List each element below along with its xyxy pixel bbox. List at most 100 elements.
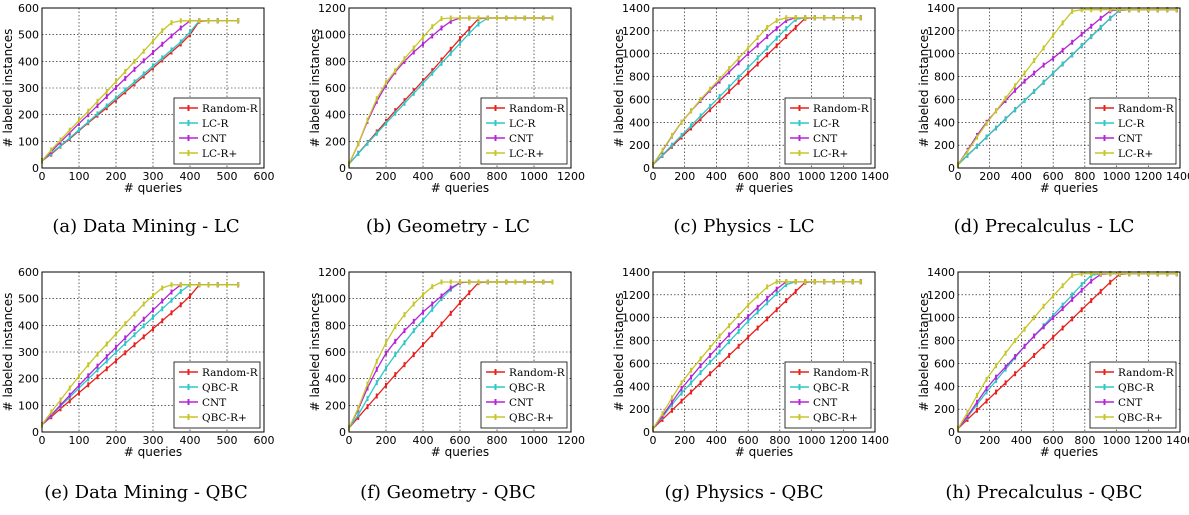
x-axis-label: # queries: [735, 181, 793, 195]
legend: Random-R QBC-R CNT QBC-R+: [1089, 361, 1177, 429]
legend-label: LC-R+: [813, 148, 848, 160]
x-tick-label: 1400: [861, 434, 889, 447]
subfigure-caption: (a) Data Mining - LC: [52, 216, 240, 237]
x-tick-label: 1200: [829, 170, 857, 183]
chart-panel: 0 100 200 300 400 500 600 0 100 200 300 400 500 600 # …: [0, 2, 296, 208]
y-tick-label: 200: [325, 135, 346, 148]
subfigure-caption: (d) Precalculus - LC: [953, 216, 1135, 237]
legend-label: Random-R: [813, 103, 870, 115]
chart-panel: 0 200 400 600 800 1000 1200 0 200 400 600 800 1000 12…: [307, 2, 603, 208]
legend-label: Random-R: [1118, 103, 1175, 115]
legend-label: QBC-R+: [509, 412, 554, 424]
x-tick-label: 1000: [798, 170, 826, 183]
x-axis-label: # queries: [124, 181, 182, 195]
x-tick-label: 200: [674, 434, 695, 447]
x-tick-label: 200: [106, 170, 127, 183]
legend-label: Random-R: [813, 367, 870, 379]
x-tick-label: 500: [217, 434, 238, 447]
x-tick-label: 400: [413, 434, 434, 447]
legend-label: QBC-R+: [813, 412, 858, 424]
chart-panel: 0200400600800100012001400020040060080010…: [916, 266, 1189, 472]
legend-label: QBC-R: [813, 382, 850, 394]
y-tick-label: 800: [325, 319, 346, 332]
x-tick-label: 1000: [520, 170, 548, 183]
y-tick-label: 0: [339, 426, 346, 439]
x-tick-label: 200: [376, 170, 397, 183]
line-chart: 0 100 200 300 400 500 600 0 100 200 300 400 500 600 # …: [1, 266, 275, 459]
line-chart: 0200400600800100012001400020040060080010…: [917, 266, 1189, 459]
y-axis-label: # labeled instances: [917, 293, 931, 412]
legend: Random-R QBC-R CNT QBC-R+: [784, 361, 872, 429]
x-axis-label: # queries: [1040, 445, 1098, 459]
x-tick-label: 200: [376, 434, 397, 447]
x-tick-label: 400: [706, 170, 727, 183]
y-tick-label: 400: [18, 319, 39, 332]
x-tick-label: 1200: [1134, 434, 1162, 447]
y-tick-label: 600: [18, 266, 39, 279]
x-tick-label: 1000: [1103, 434, 1131, 447]
legend-label: CNT: [813, 397, 837, 409]
x-tick-label: 600: [1043, 170, 1064, 183]
subfigure-caption: (h) Precalculus - QBC: [945, 482, 1143, 503]
legend-label: QBC-R: [509, 382, 546, 394]
legend-label: LC-R: [509, 118, 537, 130]
x-tick-label: 800: [1074, 170, 1095, 183]
y-tick-label: 600: [629, 357, 650, 370]
y-tick-label: 1000: [622, 312, 650, 325]
x-tick-label: 800: [487, 434, 508, 447]
x-tick-label: 1000: [798, 434, 826, 447]
y-axis-label: # labeled instances: [612, 29, 626, 148]
legend-label: Random-R: [509, 103, 566, 115]
plot-frame: [41, 7, 265, 169]
y-tick-label: 400: [934, 116, 955, 129]
x-tick-label: 0: [39, 170, 46, 183]
y-tick-label: 600: [629, 93, 650, 106]
x-tick-label: 1000: [520, 434, 548, 447]
y-tick-label: 1200: [622, 289, 650, 302]
y-tick-label: 0: [948, 426, 955, 439]
y-tick-label: 1400: [927, 266, 955, 279]
y-tick-label: 1200: [927, 25, 955, 38]
legend: Random-R QBC-R CNT QBC-R+: [173, 361, 261, 429]
x-tick-label: 100: [69, 434, 90, 447]
y-tick-label: 1000: [318, 293, 346, 306]
x-tick-label: 1200: [1134, 170, 1162, 183]
legend-label: LC-R+: [509, 148, 544, 160]
legend: Random-R LC-R CNT LC-R+: [173, 97, 261, 165]
y-tick-label: 0: [339, 162, 346, 175]
legend-label: CNT: [813, 133, 837, 145]
legend-label: LC-R+: [202, 148, 237, 160]
plot-frame: [957, 7, 1181, 169]
x-tick-label: 1400: [1166, 434, 1189, 447]
x-tick-label: 600: [738, 434, 759, 447]
x-tick-label: 300: [143, 434, 164, 447]
series-line: [957, 273, 1177, 429]
line-chart: 0 200 400 600 800 1000 1200 0 200 400 600 800 1000 12…: [308, 2, 585, 195]
y-tick-label: 300: [18, 82, 39, 95]
y-axis-label: # labeled instances: [1, 29, 15, 148]
x-tick-label: 1200: [557, 434, 585, 447]
x-tick-label: 400: [180, 170, 201, 183]
x-tick-label: 800: [769, 434, 790, 447]
x-tick-label: 400: [706, 434, 727, 447]
y-tick-label: 0: [643, 426, 650, 439]
chart-panel: 0 200 400 600 800 1000 1200 0 200 400 600 800 1000 12…: [307, 266, 603, 472]
y-tick-label: 200: [18, 373, 39, 386]
y-tick-label: 800: [934, 71, 955, 84]
x-axis-label: # queries: [735, 445, 793, 459]
y-tick-label: 600: [18, 2, 39, 15]
y-tick-label: 100: [18, 399, 39, 412]
legend-label: Random-R: [202, 103, 259, 115]
y-tick-label: 0: [32, 426, 39, 439]
y-tick-label: 1000: [927, 48, 955, 61]
y-tick-label: 0: [643, 162, 650, 175]
line-chart: 0200400600800100012001400020040060080010…: [917, 2, 1189, 195]
x-axis-label: # queries: [431, 181, 489, 195]
y-tick-label: 800: [629, 335, 650, 348]
x-tick-label: 800: [769, 170, 790, 183]
subfigure-caption: (c) Physics - LC: [673, 216, 815, 237]
y-axis-label: # labeled instances: [308, 293, 322, 412]
x-tick-label: 600: [738, 170, 759, 183]
plot-frame: [652, 271, 876, 433]
legend-label: CNT: [1118, 133, 1142, 145]
